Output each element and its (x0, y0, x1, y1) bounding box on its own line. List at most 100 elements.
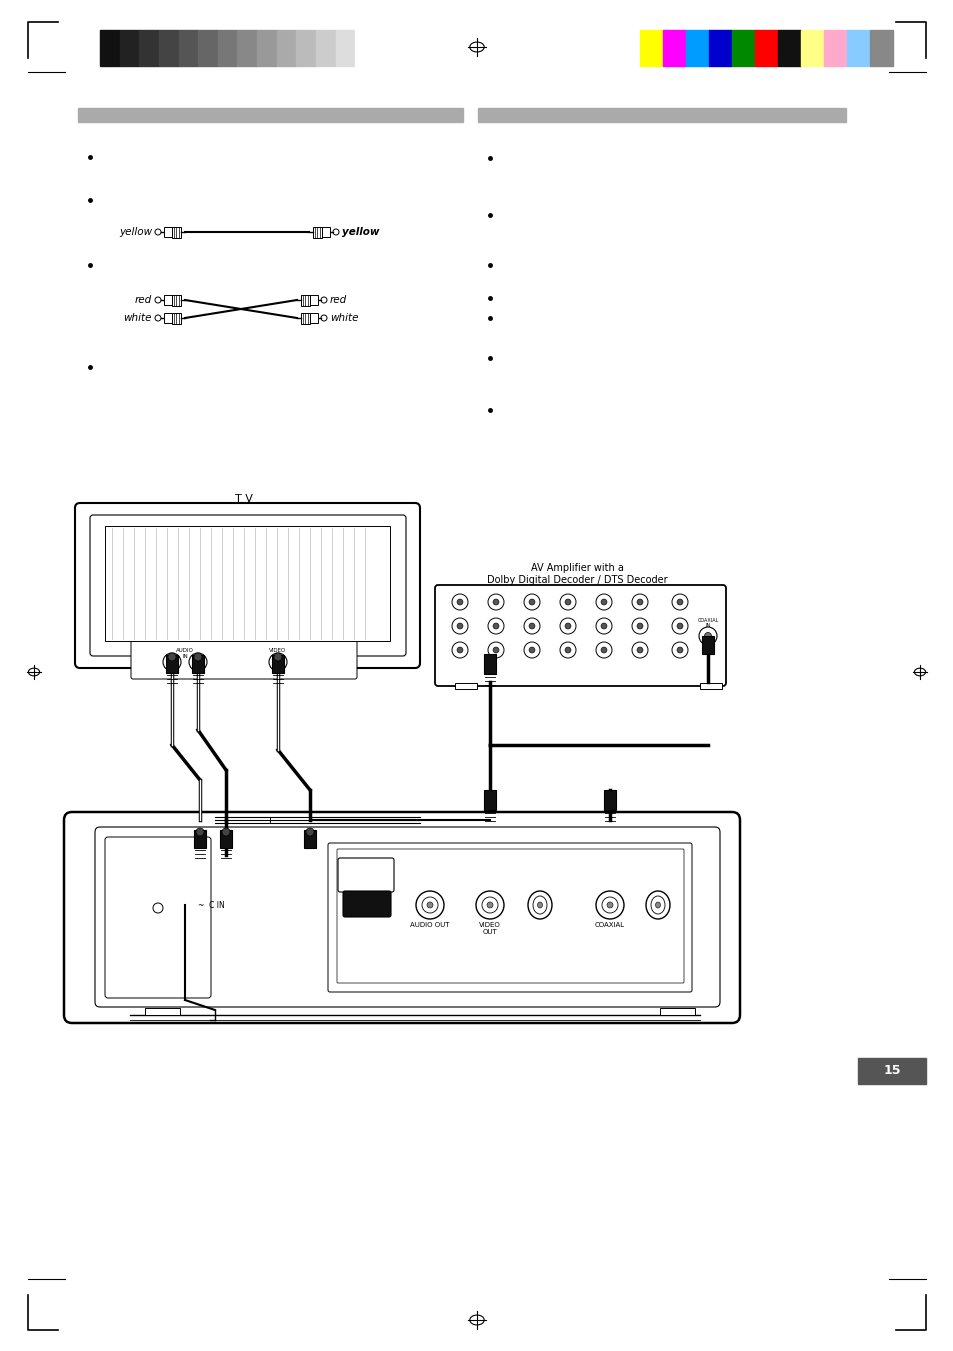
Bar (198, 30, 217, 66)
Circle shape (456, 623, 462, 630)
FancyBboxPatch shape (105, 838, 211, 998)
Bar (139, 30, 159, 66)
Text: AUDIO: AUDIO (176, 648, 193, 653)
Bar (483, 790, 496, 811)
Bar (192, 655, 204, 673)
Circle shape (677, 623, 682, 630)
Text: Dolby Digital Decoder / DTS Decoder: Dolby Digital Decoder / DTS Decoder (486, 576, 666, 585)
Bar (823, 30, 846, 66)
Circle shape (333, 230, 338, 235)
Bar (322, 227, 330, 236)
Bar (237, 30, 257, 66)
Circle shape (564, 623, 571, 630)
Bar (355, 30, 375, 66)
Bar (105, 526, 390, 640)
Bar (172, 227, 181, 238)
Circle shape (222, 828, 230, 836)
Circle shape (488, 594, 503, 611)
Text: IN: IN (274, 654, 280, 659)
Circle shape (596, 594, 612, 611)
Bar (304, 830, 315, 848)
Bar (659, 1008, 695, 1015)
Text: COAXIAL: COAXIAL (697, 617, 718, 623)
Circle shape (456, 598, 462, 605)
Circle shape (671, 594, 687, 611)
Circle shape (452, 617, 468, 634)
Circle shape (564, 647, 571, 653)
Text: white: white (330, 313, 358, 323)
Circle shape (523, 617, 539, 634)
Circle shape (600, 623, 606, 630)
Text: OUT: OUT (482, 929, 497, 935)
Circle shape (168, 653, 175, 661)
Circle shape (529, 647, 535, 653)
Circle shape (601, 897, 618, 913)
Circle shape (152, 902, 163, 913)
Text: H: H (361, 870, 370, 880)
Bar (455, 684, 476, 689)
Bar (217, 30, 237, 66)
Ellipse shape (655, 902, 659, 908)
Circle shape (493, 623, 498, 630)
Bar (301, 295, 310, 305)
Text: white: white (123, 313, 152, 323)
Text: AUDIO OUT: AUDIO OUT (410, 921, 449, 928)
Text: IN: IN (182, 654, 188, 659)
Bar (310, 295, 317, 305)
Bar (220, 830, 232, 848)
Bar (193, 830, 206, 848)
Bar (700, 684, 721, 689)
Bar (639, 30, 662, 66)
Ellipse shape (527, 892, 552, 919)
Circle shape (600, 647, 606, 653)
Bar (477, 108, 845, 122)
Circle shape (488, 617, 503, 634)
Text: AV Amplifier with a: AV Amplifier with a (530, 563, 622, 573)
Circle shape (169, 658, 175, 666)
Circle shape (529, 598, 535, 605)
FancyBboxPatch shape (337, 858, 394, 892)
Circle shape (637, 623, 642, 630)
Circle shape (163, 653, 181, 671)
Circle shape (493, 598, 498, 605)
Circle shape (274, 658, 281, 666)
Circle shape (195, 828, 204, 836)
Bar (754, 30, 778, 66)
Circle shape (488, 642, 503, 658)
Bar (166, 655, 178, 673)
Circle shape (699, 627, 717, 644)
Bar (708, 30, 731, 66)
Ellipse shape (533, 896, 546, 915)
Circle shape (606, 902, 613, 908)
Bar (178, 30, 198, 66)
Bar (335, 30, 355, 66)
Circle shape (306, 828, 314, 836)
Text: yellow: yellow (119, 227, 152, 236)
Circle shape (154, 230, 161, 235)
Circle shape (476, 892, 503, 919)
Circle shape (193, 653, 202, 661)
Circle shape (677, 647, 682, 653)
FancyBboxPatch shape (328, 843, 691, 992)
Text: R: R (196, 671, 199, 676)
Text: red: red (134, 295, 152, 305)
Circle shape (421, 897, 437, 913)
Circle shape (559, 594, 576, 611)
Bar (731, 30, 754, 66)
Circle shape (523, 642, 539, 658)
Circle shape (677, 598, 682, 605)
Bar (483, 654, 496, 674)
Circle shape (194, 658, 201, 666)
Bar (685, 30, 708, 66)
Bar (145, 1008, 180, 1015)
Bar (78, 108, 462, 122)
Circle shape (456, 647, 462, 653)
Text: yellow: yellow (341, 227, 379, 236)
Circle shape (416, 892, 443, 919)
Bar (296, 30, 315, 66)
Circle shape (637, 598, 642, 605)
Circle shape (189, 653, 207, 671)
Text: VIDEO: VIDEO (269, 648, 286, 653)
Circle shape (320, 315, 327, 322)
Circle shape (274, 653, 282, 661)
